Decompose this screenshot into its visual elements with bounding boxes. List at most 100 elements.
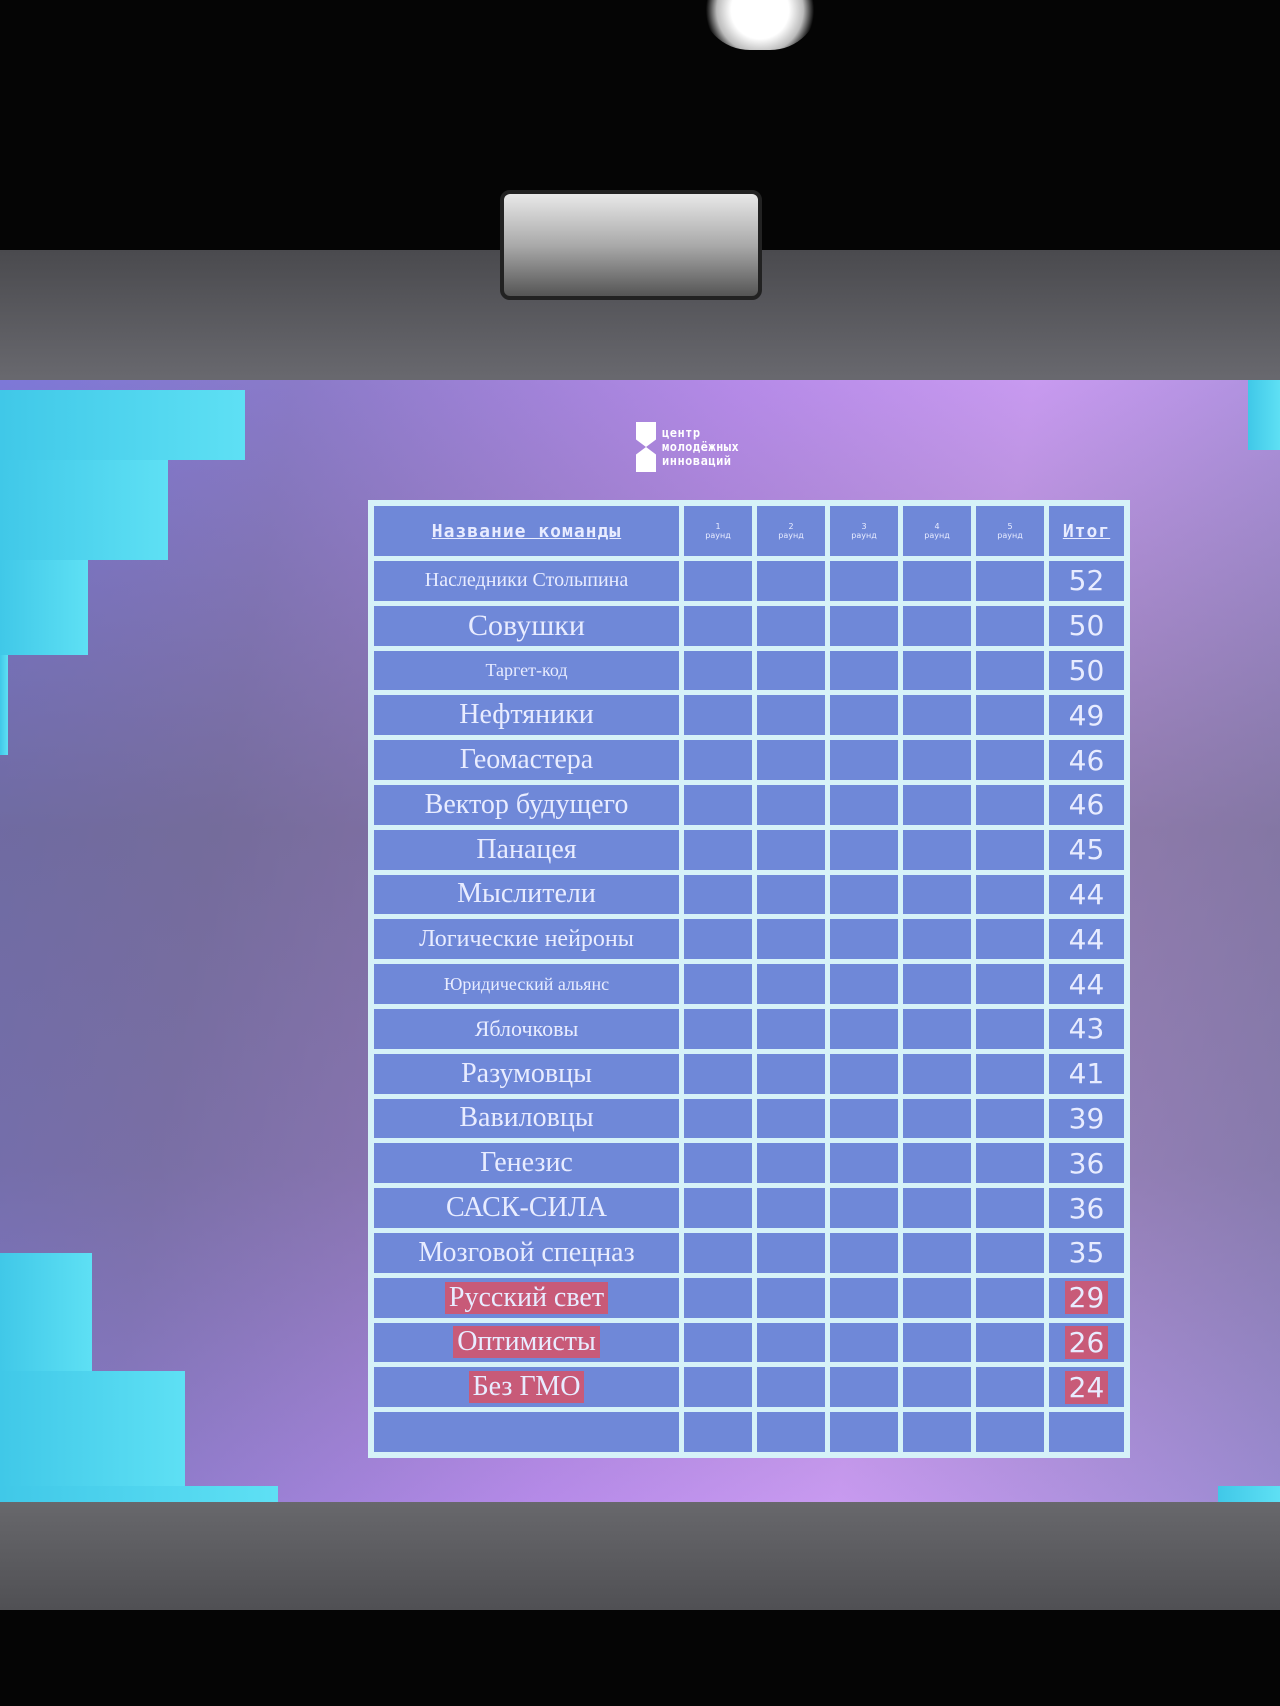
header-round-number: 5 <box>1007 522 1013 531</box>
total-cell: 35 <box>1049 1232 1124 1273</box>
team-name: Мозговой спецназ <box>418 1236 635 1268</box>
decor-step <box>0 1371 185 1486</box>
round-score-cell <box>976 1322 1044 1363</box>
team-name: Нефтяники <box>459 699 594 731</box>
round-score-cell <box>830 1188 898 1228</box>
total-score: 44 <box>1068 877 1105 911</box>
team-name: Таргет-код <box>485 659 568 680</box>
results-table: Название команды 1 раунд 2 раунд 3 раунд 4 раунд… <box>368 500 1130 1458</box>
round-score-cell <box>976 1143 1044 1184</box>
round-score-cell <box>830 1143 898 1184</box>
round-score-cell <box>757 1008 825 1049</box>
team-name: Мыслители <box>457 878 596 910</box>
round-score-cell <box>684 650 752 691</box>
round-score-cell <box>903 1143 971 1184</box>
round-score-cell <box>830 1053 898 1094</box>
team-name-cell: САСК-СИЛА <box>374 1188 679 1228</box>
round-score-cell <box>830 1367 898 1408</box>
logo-line: инноваций <box>662 454 732 468</box>
total-cell: 36 <box>1049 1143 1124 1184</box>
round-score-cell <box>830 740 898 780</box>
round-score-cell <box>830 784 898 825</box>
total-score: 29 <box>1064 1281 1109 1315</box>
round-score-cell <box>830 1008 898 1049</box>
team-name-cell: Мозговой спецназ <box>374 1232 679 1273</box>
header-round: 3 раунд <box>830 506 898 556</box>
round-score-cell <box>903 650 971 691</box>
team-name-cell: Генезис <box>374 1143 679 1184</box>
round-score-cell <box>976 829 1044 870</box>
header-round-label: раунд <box>705 531 731 540</box>
round-score-cell <box>684 1143 752 1184</box>
decor-step <box>0 390 245 460</box>
total-cell: 44 <box>1049 874 1124 915</box>
round-score-cell <box>684 605 752 646</box>
round-score-cell <box>684 1188 752 1228</box>
team-name: Вавиловцы <box>459 1102 594 1134</box>
team-name-cell: Вектор будущего <box>374 784 679 825</box>
round-score-cell <box>684 1053 752 1094</box>
round-score-cell <box>684 919 752 960</box>
decor-step <box>0 560 88 655</box>
team-name: САСК-СИЛА <box>446 1192 607 1224</box>
total-score: 39 <box>1068 1101 1105 1135</box>
round-score-cell <box>903 1277 971 1318</box>
round-score-cell <box>903 1232 971 1273</box>
header-round: 5 раунд <box>976 506 1044 556</box>
total-cell: 50 <box>1049 605 1124 646</box>
round-score-cell <box>757 1098 825 1139</box>
round-score-cell <box>757 1277 825 1318</box>
round-score-cell <box>903 740 971 780</box>
round-score-cell <box>903 605 971 646</box>
round-score-cell <box>684 740 752 780</box>
total-cell: 52 <box>1049 561 1124 601</box>
round-score-cell <box>976 874 1044 915</box>
round-score-cell <box>757 740 825 780</box>
team-name: Яблочковы <box>474 1015 579 1041</box>
team-name-cell <box>374 1412 679 1452</box>
total-cell: 46 <box>1049 784 1124 825</box>
round-score-cell <box>976 964 1044 1004</box>
round-score-cell <box>757 784 825 825</box>
header-round-label: раунд <box>997 531 1023 540</box>
round-score-cell <box>684 784 752 825</box>
header-round-label: раунд <box>778 531 804 540</box>
team-name-cell: Разумовцы <box>374 1053 679 1094</box>
team-name-cell: Геомастера <box>374 740 679 780</box>
round-score-cell <box>903 874 971 915</box>
round-score-cell <box>830 874 898 915</box>
header-round-number: 3 <box>861 522 867 531</box>
team-name: Разумовцы <box>461 1057 592 1089</box>
ceiling-lamp <box>700 0 820 50</box>
header-round-label: раунд <box>851 531 877 540</box>
team-name-cell: Без ГМО <box>374 1367 679 1408</box>
logo-line: молодёжных <box>662 440 740 454</box>
round-score-cell <box>684 1232 752 1273</box>
round-score-cell <box>757 874 825 915</box>
logo-text: центр молодёжных инноваций <box>662 426 739 468</box>
round-score-cell <box>830 695 898 736</box>
team-name-cell: Вавиловцы <box>374 1098 679 1139</box>
round-score-cell <box>903 1188 971 1228</box>
round-score-cell <box>684 1277 752 1318</box>
total-cell: 50 <box>1049 650 1124 691</box>
total-score: 50 <box>1068 609 1105 643</box>
header-total: Итог <box>1049 506 1124 556</box>
round-score-cell <box>830 1412 898 1452</box>
round-score-cell <box>757 1053 825 1094</box>
total-score: 46 <box>1068 788 1105 822</box>
total-score: 46 <box>1068 743 1105 777</box>
round-score-cell <box>684 1367 752 1408</box>
round-score-cell <box>757 1188 825 1228</box>
total-score: 45 <box>1068 833 1105 867</box>
total-score: 49 <box>1068 698 1105 732</box>
decor-step <box>0 460 168 560</box>
round-score-cell <box>903 1322 971 1363</box>
team-name: Логические нейроны <box>419 925 634 952</box>
round-score-cell <box>976 605 1044 646</box>
round-score-cell <box>830 561 898 601</box>
round-score-cell <box>903 919 971 960</box>
round-score-cell <box>757 1143 825 1184</box>
team-name-cell: Юридический альянс <box>374 964 679 1004</box>
team-name-cell: Панацея <box>374 829 679 870</box>
